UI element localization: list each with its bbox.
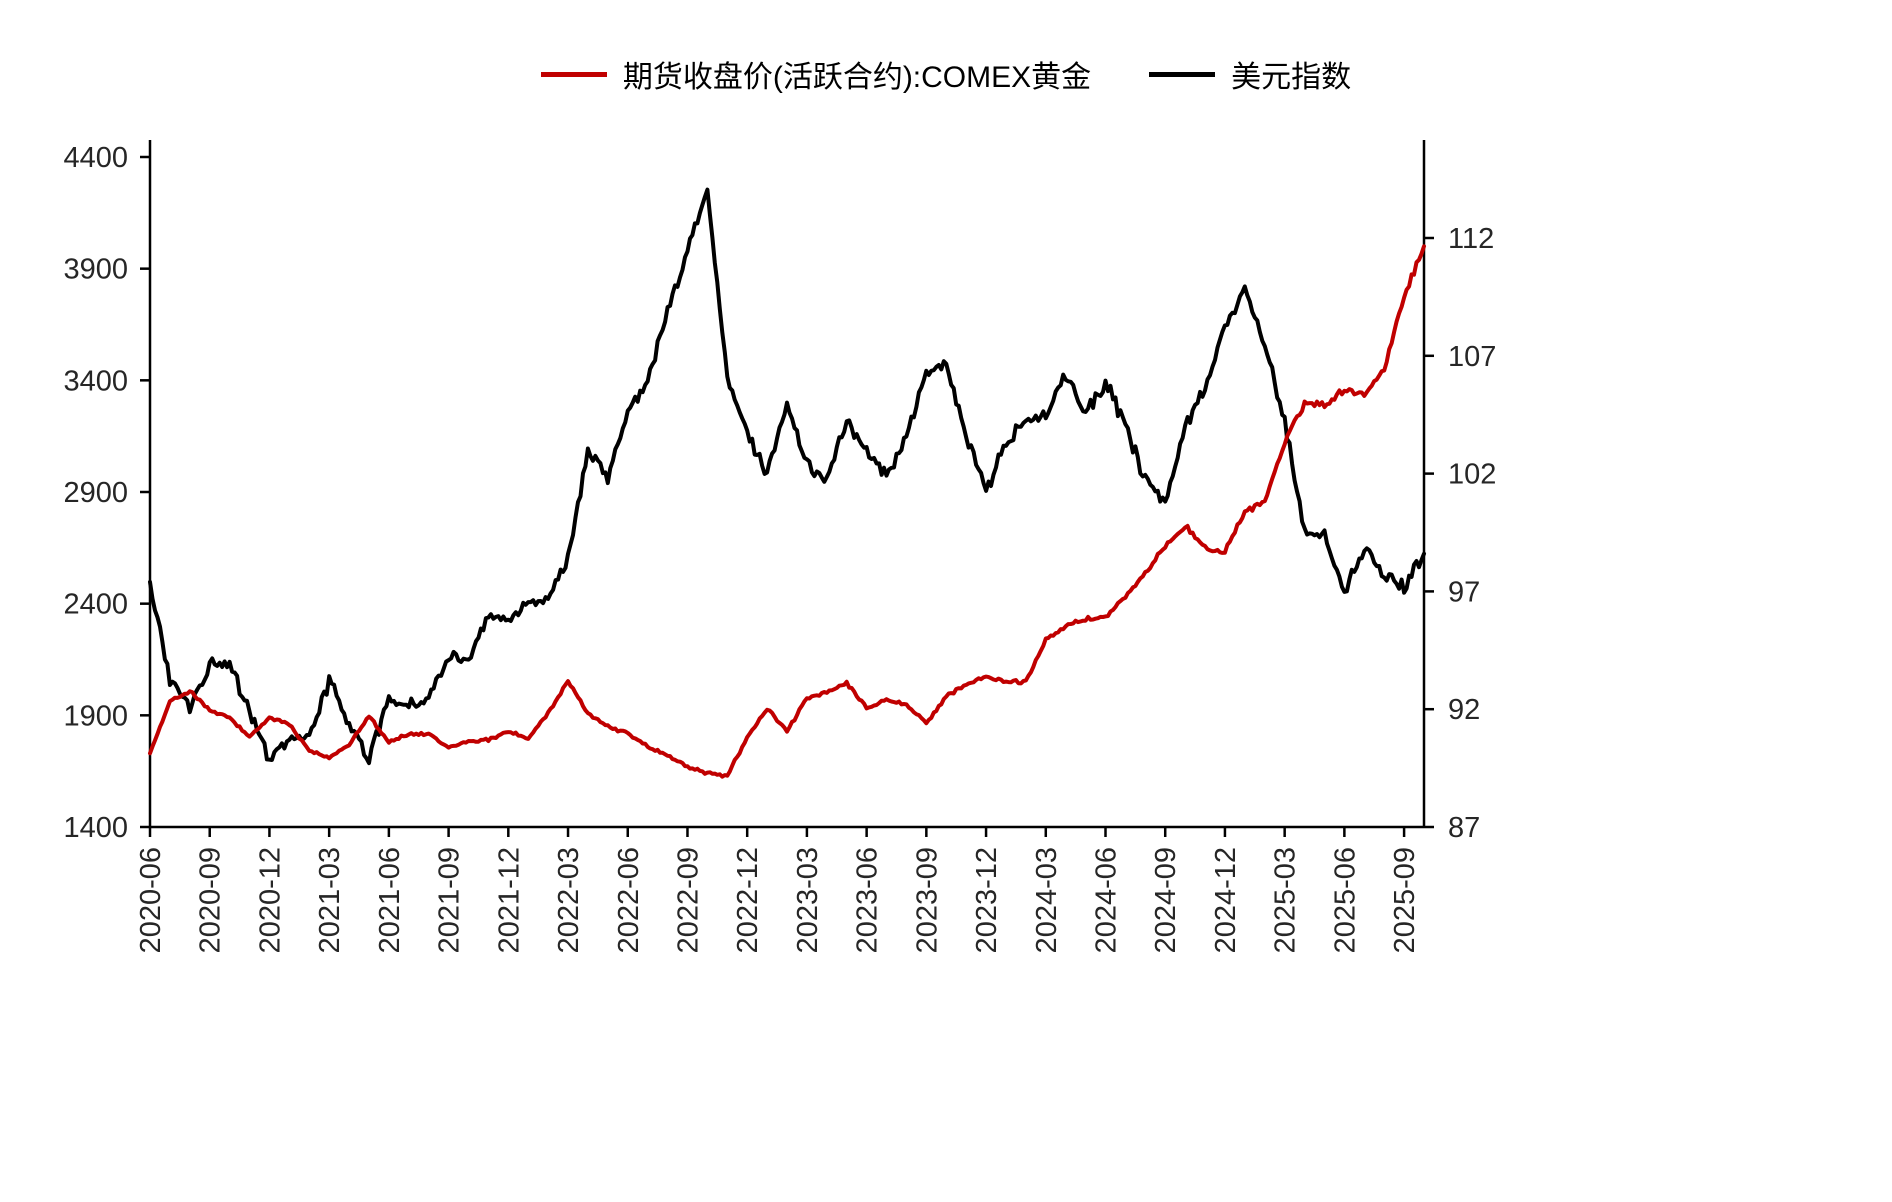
y-left-tick-label: 4400 [63,142,128,174]
y-right-tick-label: 97 [1448,576,1480,608]
x-tick-label: 2023-06 [852,847,884,953]
x-tick-label: 2022-09 [672,847,704,953]
series-line-dollar-index [148,187,1426,766]
x-tick-label: 2025-03 [1270,847,1302,953]
legend-item-dollar-index: 美元指数 [1149,52,1351,96]
y-left-tick-label: 2400 [63,589,128,621]
legend-item-gold: 期货收盘价(活跃合约):COMEX黄金 [540,52,1092,96]
x-tick-label: 2020-12 [254,847,286,953]
legend-label-gold: 期货收盘价(活跃合约):COMEX黄金 [622,61,1092,94]
x-tick-label: 2022-12 [732,847,764,953]
x-tick-label: 2021-09 [434,847,466,953]
chart-legend: 期货收盘价(活跃合约):COMEX黄金 美元指数 [0,52,1892,96]
dollar-index-line-swatch-icon [1149,71,1216,77]
series-line-comex-gold [148,244,1426,779]
y-axis-right: 87 92 97 102 107 112 [1424,223,1496,844]
x-tick-label: 2024-03 [1031,847,1063,953]
x-tick-label: 2025-06 [1329,847,1361,953]
gold-line-swatch-icon [540,71,607,77]
y-right-tick-label: 112 [1448,223,1494,255]
axes [148,140,1426,829]
y-right-tick-label: 92 [1448,694,1480,726]
legend-label-dollar-index: 美元指数 [1231,61,1352,94]
x-axis: 2020-06 2020-09 2020-12 2021-03 2021-06 2021-… [135,827,1421,953]
y-left-tick-label: 2900 [63,477,128,509]
y-left-tick-label: 1400 [63,812,128,844]
x-tick-label: 2023-09 [911,847,943,953]
y-right-tick-label: 107 [1448,341,1496,373]
x-tick-label: 2022-06 [613,847,645,953]
x-tick-label: 2025-09 [1389,847,1421,953]
x-tick-label: 2024-12 [1210,847,1242,953]
x-tick-label: 2020-09 [195,847,227,953]
x-tick-label: 2020-06 [135,847,167,953]
x-tick-label: 2021-06 [374,847,406,953]
x-tick-label: 2024-06 [1091,847,1123,953]
x-tick-label: 2021-03 [314,847,346,953]
x-tick-label: 2023-12 [971,847,1003,953]
y-left-tick-label: 3900 [63,254,128,286]
x-tick-label: 2024-09 [1150,847,1182,953]
y-right-tick-label: 87 [1448,812,1480,844]
y-axis-left: 1400 1900 2400 2900 3400 3900 4400 [63,142,150,844]
y-left-tick-label: 3400 [63,365,128,397]
x-tick-label: 2022-03 [553,847,585,953]
y-left-tick-label: 1900 [63,700,128,732]
y-right-tick-label: 102 [1448,459,1496,491]
x-tick-label: 2021-12 [493,847,525,953]
x-tick-label: 2023-03 [792,847,824,953]
